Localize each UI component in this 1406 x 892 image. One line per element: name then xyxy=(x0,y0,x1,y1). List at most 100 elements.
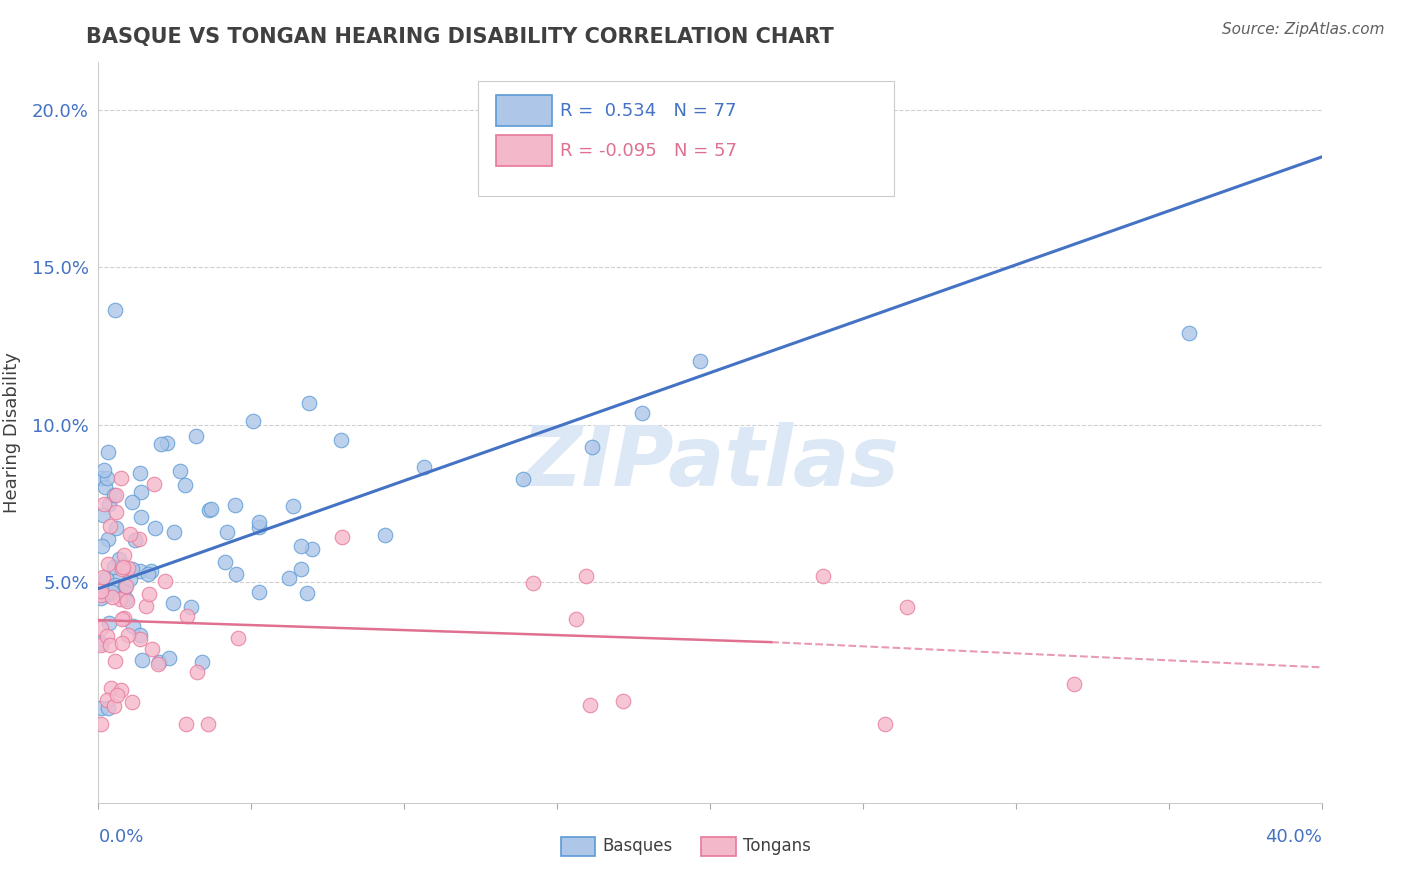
Point xyxy=(689,354,711,368)
Point xyxy=(90,588,112,602)
Point xyxy=(214,555,236,569)
Point xyxy=(330,530,353,544)
Point xyxy=(97,701,120,715)
Point xyxy=(110,562,132,576)
Point xyxy=(579,698,602,713)
Text: 0.0%: 0.0% xyxy=(98,828,143,846)
Point xyxy=(612,694,634,708)
Point xyxy=(180,600,202,615)
Point xyxy=(104,655,127,669)
Point xyxy=(93,463,115,477)
Point xyxy=(512,472,534,486)
Point xyxy=(107,688,129,702)
Point xyxy=(103,488,125,502)
Point xyxy=(101,585,124,599)
Point xyxy=(630,406,652,420)
Point xyxy=(290,539,312,553)
Point xyxy=(114,579,136,593)
Text: R =  0.534   N = 77: R = 0.534 N = 77 xyxy=(560,102,737,120)
Point xyxy=(98,518,121,533)
Point xyxy=(875,717,897,731)
Point xyxy=(162,596,184,610)
Point xyxy=(103,559,125,574)
Point xyxy=(575,569,598,583)
Point xyxy=(1063,677,1085,691)
Point xyxy=(148,655,170,669)
Point xyxy=(156,435,179,450)
Point xyxy=(121,695,143,709)
Point xyxy=(163,524,186,539)
Point xyxy=(104,504,127,518)
Point xyxy=(93,498,115,512)
Point xyxy=(97,557,120,571)
Point xyxy=(565,612,588,626)
Point xyxy=(117,628,139,642)
Point xyxy=(247,515,270,529)
Point xyxy=(197,502,219,516)
Point xyxy=(184,429,207,443)
Point xyxy=(176,717,198,731)
Text: 40.0%: 40.0% xyxy=(1265,828,1322,846)
FancyBboxPatch shape xyxy=(478,81,894,195)
Point xyxy=(112,548,135,562)
Text: R = -0.095   N = 57: R = -0.095 N = 57 xyxy=(560,142,737,160)
Point xyxy=(90,591,112,605)
Point xyxy=(104,521,127,535)
Point xyxy=(581,440,603,454)
Point xyxy=(110,683,132,698)
Point xyxy=(278,571,301,585)
Point xyxy=(111,612,134,626)
Point xyxy=(329,434,352,448)
Point xyxy=(121,562,143,576)
Point xyxy=(135,599,157,614)
Point xyxy=(138,587,160,601)
Point xyxy=(146,657,169,672)
Point xyxy=(295,586,318,600)
Point xyxy=(96,693,118,707)
Point xyxy=(225,567,247,582)
Point xyxy=(90,701,112,715)
Text: Source: ZipAtlas.com: Source: ZipAtlas.com xyxy=(1222,22,1385,37)
Point xyxy=(108,592,131,607)
Point xyxy=(91,508,114,522)
Point xyxy=(121,494,143,508)
Point xyxy=(90,621,112,635)
Point xyxy=(157,651,180,665)
Point xyxy=(247,520,270,534)
Point xyxy=(128,533,150,547)
Point xyxy=(128,564,150,578)
Point xyxy=(153,574,176,588)
Point xyxy=(298,396,321,410)
Point xyxy=(522,576,544,591)
Point xyxy=(301,542,323,557)
Point xyxy=(90,540,112,554)
Point xyxy=(90,584,112,599)
Point xyxy=(129,485,152,500)
Point xyxy=(228,631,250,645)
Point xyxy=(190,655,212,669)
Point xyxy=(104,303,127,318)
Point xyxy=(98,639,121,653)
FancyBboxPatch shape xyxy=(561,837,595,856)
Point xyxy=(247,584,270,599)
Point xyxy=(103,699,125,714)
Point xyxy=(118,573,141,587)
Text: ZIPatlas: ZIPatlas xyxy=(522,422,898,503)
Point xyxy=(413,459,436,474)
Point xyxy=(174,477,197,491)
FancyBboxPatch shape xyxy=(496,135,553,166)
Point xyxy=(143,477,166,491)
Point xyxy=(217,524,239,539)
Point xyxy=(121,618,143,632)
Point xyxy=(124,533,146,548)
Point xyxy=(97,615,120,630)
Point xyxy=(141,642,163,657)
Text: Tongans: Tongans xyxy=(742,838,811,855)
Point xyxy=(90,639,112,653)
Point xyxy=(131,510,153,524)
Point xyxy=(115,591,138,606)
Point xyxy=(290,562,312,576)
Point xyxy=(117,560,139,574)
Point xyxy=(129,632,152,646)
Point xyxy=(169,464,191,478)
